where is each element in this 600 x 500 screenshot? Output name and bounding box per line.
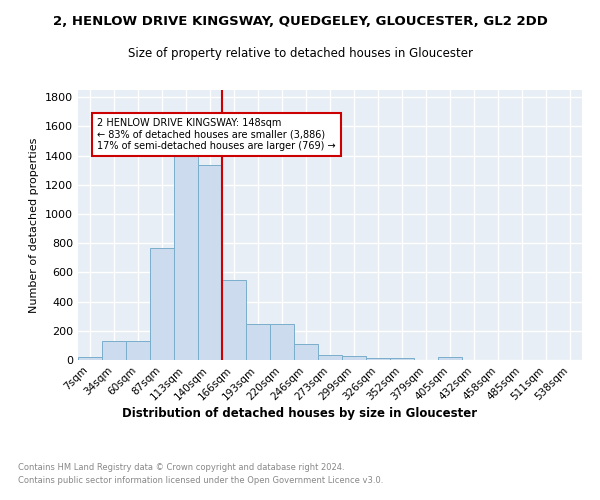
Bar [150,248,174,360]
Text: Contains HM Land Registry data © Crown copyright and database right 2024.: Contains HM Land Registry data © Crown c… [18,462,344,471]
Bar [102,341,126,360]
Text: Contains public sector information licensed under the Open Government Licence v3: Contains public sector information licen… [18,476,383,485]
Bar [174,150,198,360]
Bar [246,324,270,360]
Bar [438,357,462,360]
Bar [366,358,390,360]
Bar [342,356,366,360]
Bar [198,165,222,360]
Y-axis label: Number of detached properties: Number of detached properties [29,138,40,312]
Bar [78,357,102,360]
Bar [126,341,150,360]
Text: 2 HENLOW DRIVE KINGSWAY: 148sqm
← 83% of detached houses are smaller (3,886)
17%: 2 HENLOW DRIVE KINGSWAY: 148sqm ← 83% of… [97,118,336,151]
Bar [294,344,318,360]
Text: Size of property relative to detached houses in Gloucester: Size of property relative to detached ho… [128,48,473,60]
Bar [318,355,342,360]
Bar [270,324,294,360]
Text: 2, HENLOW DRIVE KINGSWAY, QUEDGELEY, GLOUCESTER, GL2 2DD: 2, HENLOW DRIVE KINGSWAY, QUEDGELEY, GLO… [53,15,547,28]
Bar [390,358,414,360]
Bar [222,280,246,360]
Text: Distribution of detached houses by size in Gloucester: Distribution of detached houses by size … [122,408,478,420]
